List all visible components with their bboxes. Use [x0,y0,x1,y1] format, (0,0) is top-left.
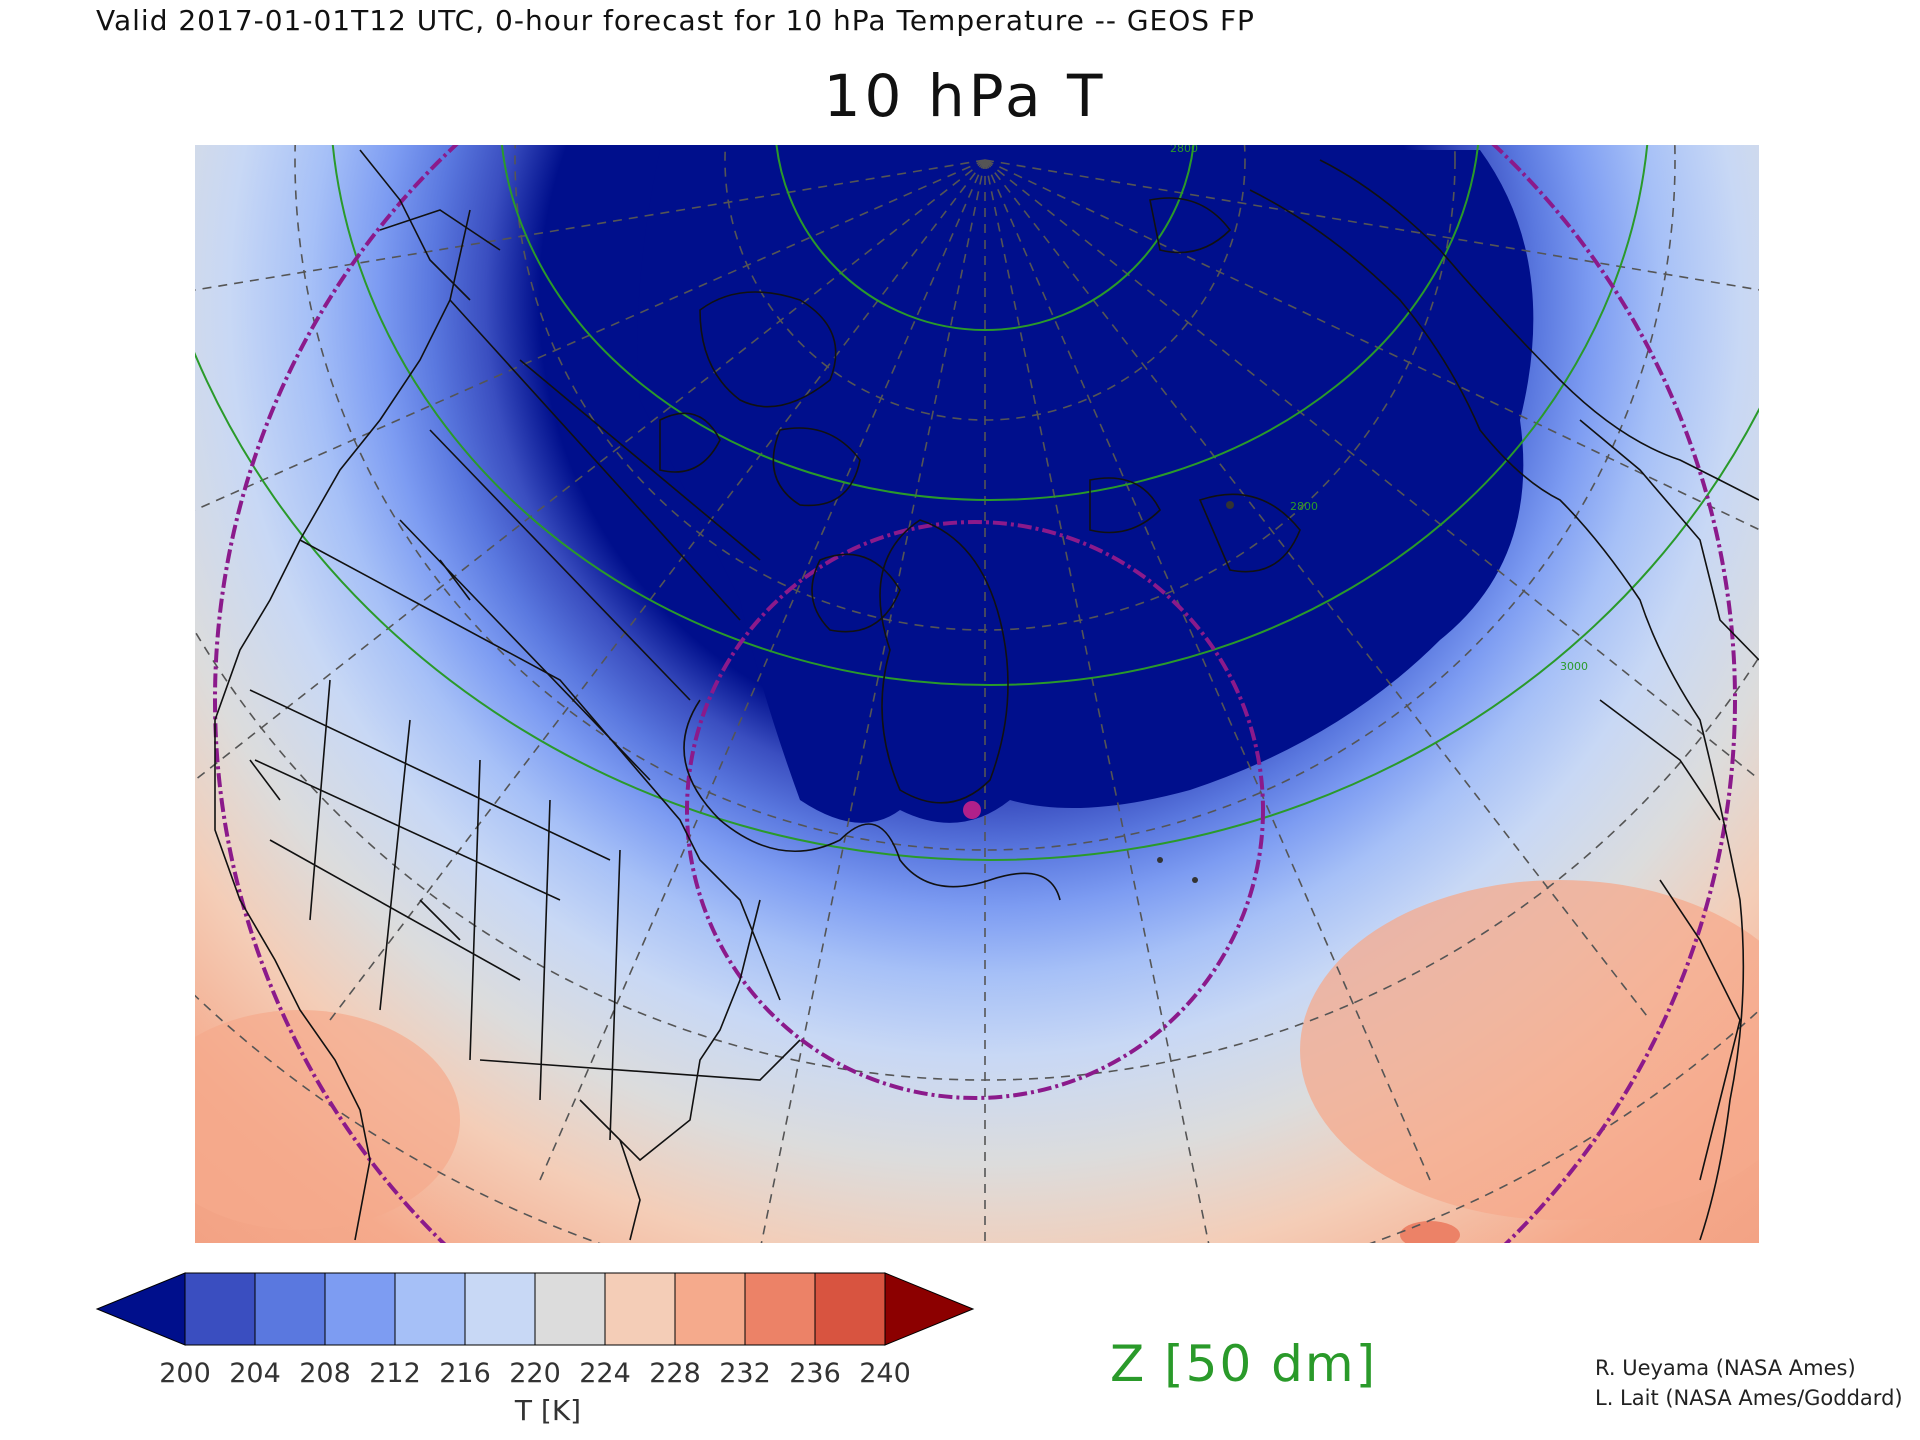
colorbar-box [254,1272,326,1346]
colorbar-tick-label: 232 [719,1358,771,1389]
colorbar-box [814,1272,886,1346]
colorbar-title: T [K] [514,1394,582,1427]
meridians [195,159,1759,1243]
polar-vortex-core [637,150,1534,823]
colorbar [95,1272,975,1346]
small-islands [1157,501,1234,883]
colorbar-tick-label: 212 [369,1358,421,1389]
contour-legend-label: Z [50 dm] [1110,1335,1378,1393]
warm-spot [1400,1221,1460,1243]
location-marker [963,801,981,819]
colorbar-tick-label: 224 [579,1358,631,1389]
colorbar-tick-label: 216 [439,1358,491,1389]
colorbar-tick-label: 220 [509,1358,561,1389]
colorbar-extend-high [884,1272,975,1346]
colorbar-tick-label: 228 [649,1358,701,1389]
credit-line-1: R. Ueyama (NASA Ames) [1595,1356,1856,1380]
colorbar-tick-label: 240 [859,1358,911,1389]
chart-title: 10 hPa T [823,62,1107,130]
valid-time-line: Valid 2017-01-01T12 UTC, 0-hour forecast… [96,4,1255,37]
colorbar-box [184,1272,256,1346]
height-contours [195,145,1759,861]
credit-line-2: L. Lait (NASA Ames/Goddard) [1595,1386,1903,1410]
contour-label-3: 2800 [1170,142,1198,155]
colorbar-box [534,1272,606,1346]
colorbar-box [744,1272,816,1346]
colorbar-tick-label: 208 [299,1358,351,1389]
warm-region-east [1300,880,1759,1220]
colorbar-tick-label: 204 [229,1358,281,1389]
coastlines [214,149,1759,1241]
contour-label-1: 2800 [1290,500,1318,513]
warm-region-west [195,1010,460,1230]
colorbar-tick-label: 200 [159,1358,211,1389]
colorbar-box [604,1272,676,1346]
colorbar-box [394,1272,466,1346]
trajectory-circles [213,145,1737,1243]
colorbar-extend-low [95,1272,186,1346]
colorbar-box [324,1272,396,1346]
contour-label-2: 3000 [1560,660,1588,673]
colorbar-box [464,1272,536,1346]
colorbar-box [674,1272,746,1346]
colorbar-tick-label: 236 [789,1358,841,1389]
